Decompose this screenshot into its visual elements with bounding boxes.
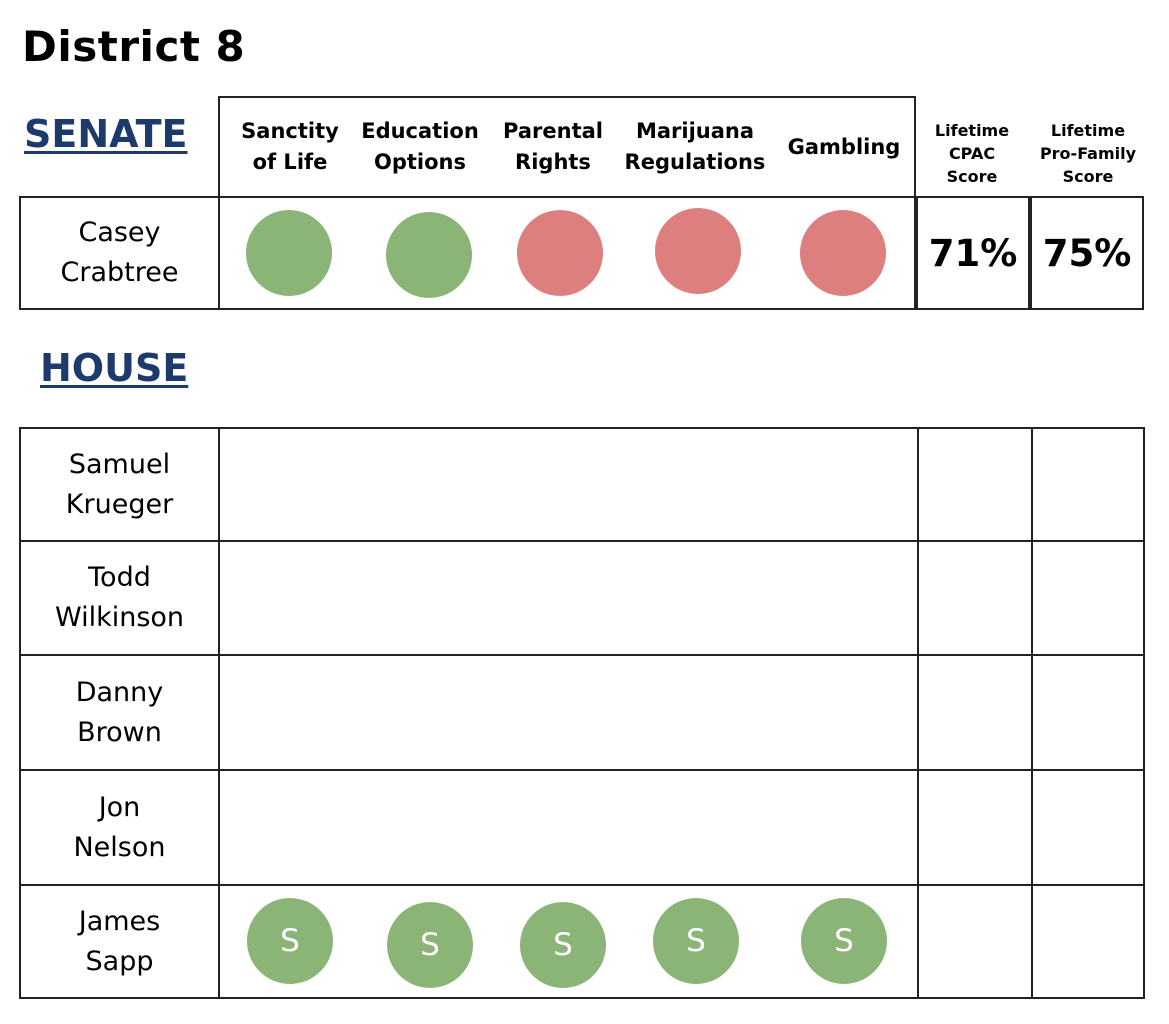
house-candidate-name: Danny Brown bbox=[19, 654, 220, 771]
house-pro-family-score-cell bbox=[1031, 654, 1145, 771]
house-cpac-score-cell bbox=[917, 884, 1033, 999]
position-indicator-sanctity-of-life: S bbox=[247, 898, 333, 984]
house-section-label: HOUSE bbox=[40, 346, 189, 390]
house-cpac-score-cell bbox=[917, 540, 1033, 656]
position-indicator-parental-rights: S bbox=[520, 902, 606, 988]
position-indicator-education-options: S bbox=[387, 902, 473, 988]
column-header-education-options: Education Options bbox=[361, 119, 479, 174]
position-indicator-marijuana-regulations: S bbox=[653, 898, 739, 984]
column-header-gambling: Gambling bbox=[787, 134, 901, 159]
house-pro-family-score-cell bbox=[1031, 427, 1145, 542]
senate-candidate-name: Casey Crabtree bbox=[19, 196, 220, 310]
house-positions-cell bbox=[218, 540, 919, 656]
column-header-cpac-score: Lifetime CPAC Score bbox=[934, 120, 1010, 186]
house-candidate-name: Todd Wilkinson bbox=[19, 540, 220, 656]
house-candidate-name: Jon Nelson bbox=[19, 769, 220, 886]
column-header-marijuana-regulations: Marijuana Regulations bbox=[624, 119, 766, 174]
house-pro-family-score-cell bbox=[1031, 769, 1145, 886]
house-pro-family-score-cell bbox=[1031, 884, 1145, 999]
position-indicator-gambling: S bbox=[801, 898, 887, 984]
senate-positions-cell bbox=[218, 196, 916, 310]
house-positions-cell: S S S S S bbox=[218, 884, 919, 999]
house-cpac-score-cell bbox=[917, 769, 1033, 886]
house-candidate-name: James Sapp bbox=[19, 884, 220, 999]
column-header-pro-family-score: Lifetime Pro-Family Score bbox=[1039, 120, 1137, 186]
senate-section-label: SENATE bbox=[24, 112, 188, 156]
issue-header-row: Sanctity of Life Education Options Paren… bbox=[218, 96, 916, 198]
position-indicator-gambling bbox=[800, 210, 886, 296]
house-cpac-score-cell bbox=[917, 654, 1033, 771]
house-pro-family-score-cell bbox=[1031, 540, 1145, 656]
house-positions-cell bbox=[218, 427, 919, 542]
column-header-parental-rights: Parental Rights bbox=[503, 119, 603, 174]
column-header-sanctity-of-life: Sanctity of Life bbox=[241, 119, 339, 174]
pro-family-score-value: 75% bbox=[1030, 196, 1144, 310]
position-indicator-parental-rights bbox=[517, 210, 603, 296]
page-title: District 8 bbox=[22, 22, 246, 71]
position-indicator-education-options bbox=[386, 212, 472, 298]
house-positions-cell bbox=[218, 654, 919, 771]
house-cpac-score-cell bbox=[917, 427, 1033, 542]
position-indicator-sanctity-of-life bbox=[246, 210, 332, 296]
cpac-score-value: 71% bbox=[916, 196, 1030, 310]
house-positions-cell bbox=[218, 769, 919, 886]
house-candidate-name: Samuel Krueger bbox=[19, 427, 220, 542]
position-indicator-marijuana-regulations bbox=[655, 208, 741, 294]
